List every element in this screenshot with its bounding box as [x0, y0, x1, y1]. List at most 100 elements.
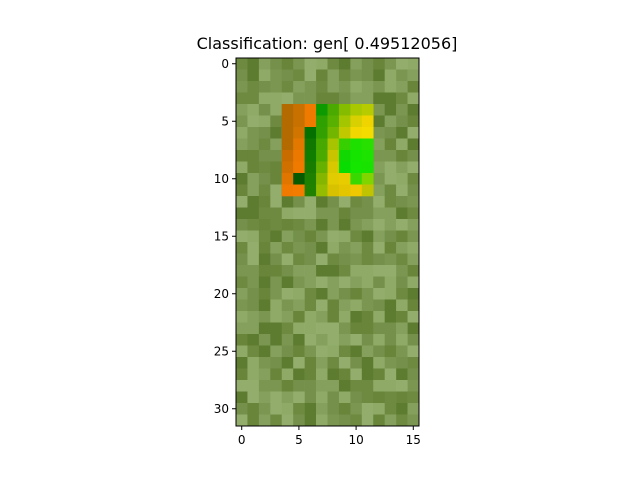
heatmap-cell	[270, 81, 283, 93]
heatmap-cell	[396, 58, 408, 70]
heatmap-cell	[327, 299, 340, 312]
heatmap-cell	[373, 368, 385, 381]
heatmap-cell	[350, 414, 363, 427]
heatmap-cell	[258, 207, 271, 220]
heatmap-cell	[247, 81, 260, 93]
overlay-cell	[361, 150, 374, 162]
heatmap-cell	[247, 161, 260, 174]
heatmap-cell	[373, 92, 385, 105]
heatmap-cell	[361, 334, 374, 346]
heatmap-cell	[304, 288, 317, 300]
heatmap-cell	[396, 173, 408, 185]
heatmap-cell	[327, 414, 340, 427]
heatmap-cell	[373, 161, 385, 174]
heatmap-cell	[338, 81, 351, 93]
overlay-cell	[281, 115, 294, 128]
heatmap-cell	[270, 368, 283, 381]
heatmap-cell	[350, 58, 363, 70]
heatmap-cell	[327, 368, 340, 381]
heatmap-cell	[316, 81, 328, 93]
heatmap-cell	[304, 81, 317, 93]
heatmap-cell	[396, 230, 408, 243]
overlay-cell	[304, 173, 317, 185]
overlay-cell	[304, 161, 317, 174]
heatmap-cell	[407, 380, 420, 392]
heatmap-cell	[327, 345, 340, 358]
heatmap-cell	[247, 184, 260, 197]
heatmap-cell	[270, 173, 283, 185]
overlay-cell	[327, 161, 340, 174]
heatmap-cell	[281, 219, 294, 231]
heatmap-cell	[373, 207, 385, 220]
heatmap-cell	[407, 299, 420, 312]
heatmap-cell	[361, 207, 374, 220]
heatmap-cell	[373, 311, 385, 323]
heatmap-cell	[396, 334, 408, 346]
heatmap-cell	[396, 380, 408, 392]
heatmap-cell	[327, 276, 340, 289]
overlay-cell	[281, 150, 294, 162]
heatmap-cell	[270, 311, 283, 323]
heatmap-cell	[258, 391, 271, 404]
overlay-cell	[293, 150, 305, 162]
heatmap-cell	[338, 380, 351, 392]
heatmap-cell	[384, 311, 397, 323]
heatmap-cell	[281, 196, 294, 208]
heatmap-cell	[350, 230, 363, 243]
heatmap-cell	[236, 81, 248, 93]
heatmap-cell	[236, 58, 248, 70]
overlay-cell	[338, 184, 351, 197]
heatmap-cell	[281, 207, 294, 220]
heatmap-cell	[293, 58, 305, 70]
heatmap-cell	[247, 299, 260, 312]
overlay-cell	[338, 127, 351, 139]
heatmap-cell	[350, 265, 363, 277]
heatmap-cell	[293, 403, 305, 415]
overlay-cell	[293, 161, 305, 174]
heatmap-cell	[327, 69, 340, 82]
heatmap-cell	[361, 357, 374, 369]
heatmap-cell	[316, 322, 328, 335]
heatmap-cell	[236, 173, 248, 185]
heatmap-cell	[258, 184, 271, 197]
heatmap-cell	[236, 161, 248, 174]
heatmap-cell	[396, 69, 408, 82]
heatmap-cell	[396, 115, 408, 128]
heatmap-cell	[270, 391, 283, 404]
heatmap-cell	[350, 403, 363, 415]
heatmap-cell	[304, 230, 317, 243]
overlay-cell	[304, 184, 317, 197]
heatmap-cell	[361, 299, 374, 312]
heatmap-cell	[373, 322, 385, 335]
chart-title: Classification: gen[ 0.49512056]	[197, 34, 458, 53]
heatmap-cell	[247, 127, 260, 139]
heatmap-cell	[338, 299, 351, 312]
heatmap-cell	[338, 207, 351, 220]
heatmap-cell	[384, 288, 397, 300]
heatmap-cell	[293, 368, 305, 381]
heatmap-cell	[350, 196, 363, 208]
heatmap-cell	[373, 150, 385, 162]
heatmap-cell	[247, 391, 260, 404]
heatmap-cell	[384, 92, 397, 105]
heatmap-cell	[281, 414, 294, 427]
heatmap-cell	[384, 150, 397, 162]
heatmap-cell	[258, 104, 271, 116]
heatmap-cell	[236, 403, 248, 415]
overlay-cell	[361, 173, 374, 185]
overlay-cell	[304, 150, 317, 162]
heatmap-cell	[373, 173, 385, 185]
heatmap-cell	[396, 265, 408, 277]
heatmap-cell	[373, 380, 385, 392]
heatmap-cell	[316, 414, 328, 427]
heatmap-cell	[361, 230, 374, 243]
heatmap-cell	[350, 299, 363, 312]
x-tick-label: 0	[238, 433, 246, 447]
heatmap-cell	[361, 391, 374, 404]
heatmap-cell	[304, 265, 317, 277]
overlay-cell	[350, 161, 363, 174]
heatmap-cell	[361, 242, 374, 254]
heatmap-cell	[247, 253, 260, 266]
heatmap-cell	[407, 173, 420, 185]
x-tick-label: 10	[348, 433, 363, 447]
